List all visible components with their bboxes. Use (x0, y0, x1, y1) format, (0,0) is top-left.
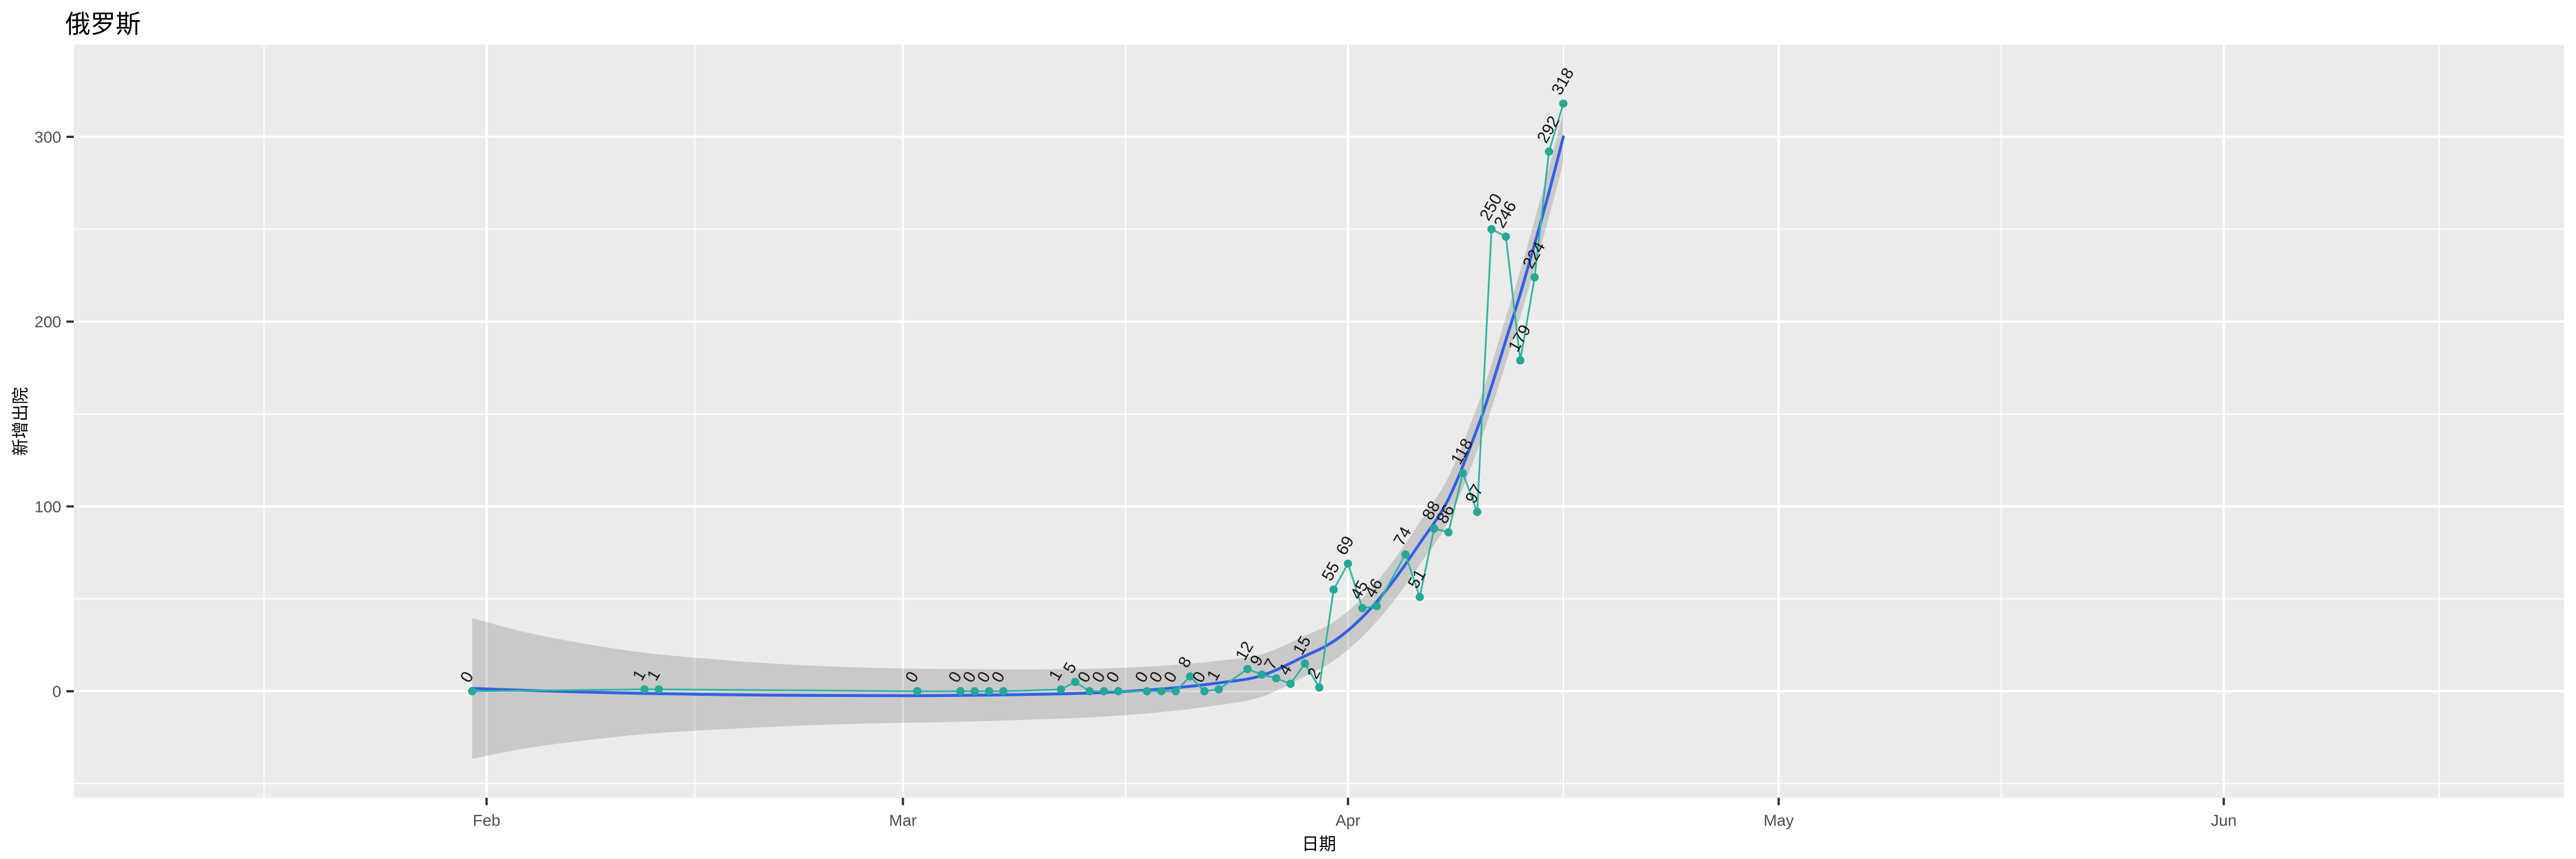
x-tick-label: Apr (1336, 811, 1361, 829)
data-point (1430, 524, 1439, 533)
x-tick-label: Jun (2211, 811, 2237, 829)
plot-title: 俄罗斯 (65, 10, 141, 38)
data-point (1200, 687, 1209, 696)
x-axis-title: 日期 (1302, 835, 1336, 854)
y-tick-label: 200 (34, 313, 61, 331)
y-tick-label: 100 (34, 498, 61, 515)
data-point (640, 685, 649, 693)
data-point (1315, 683, 1323, 692)
data-point (1114, 687, 1123, 696)
plot-panel (74, 45, 2564, 798)
data-points (468, 99, 1568, 696)
data-point (1100, 687, 1108, 696)
x-tick-label: Mar (889, 811, 916, 829)
data-point (468, 687, 477, 696)
data-point (1473, 507, 1481, 517)
data-point (999, 687, 1008, 696)
data-point (1372, 602, 1381, 610)
data-point (1056, 685, 1065, 693)
data-point (985, 687, 993, 696)
data-point (654, 685, 663, 693)
y-axis: 0 100 200 300 (34, 128, 74, 700)
data-point (970, 687, 979, 696)
x-tick-label: Feb (473, 811, 500, 829)
data-point (1258, 670, 1266, 679)
data-point (1171, 687, 1180, 696)
data-point (1559, 99, 1568, 108)
data-point (956, 687, 965, 696)
data-point (1502, 232, 1510, 241)
data-point (1243, 665, 1252, 673)
y-axis-title: 新增出院 (11, 387, 30, 456)
data-point (1344, 559, 1352, 568)
data-point (1358, 604, 1367, 612)
data-point (1401, 550, 1410, 559)
data-point (1530, 273, 1539, 282)
y-tick-label: 300 (34, 128, 61, 146)
data-point (1272, 674, 1281, 683)
data-point (1459, 469, 1467, 478)
data-point (1186, 672, 1195, 681)
data-point (1516, 356, 1524, 365)
x-axis: Feb Mar Apr May Jun (473, 798, 2237, 829)
smooth-curve (471, 135, 1565, 698)
y-tick-label: 0 (52, 683, 61, 700)
data-point (1214, 685, 1223, 693)
x-tick-label: May (1764, 811, 1794, 829)
confidence-ribbon (472, 111, 1563, 759)
ci-ribbon (472, 111, 1563, 759)
data-point (913, 687, 922, 696)
data-point (1329, 585, 1338, 594)
panel-background (74, 45, 2564, 798)
smooth-line (471, 135, 1565, 698)
data-point (1301, 659, 1309, 668)
data-point (1071, 677, 1080, 687)
minor-gridlines (74, 45, 2564, 798)
data-point (1415, 593, 1424, 601)
data-point (1444, 528, 1453, 537)
data-point (1487, 225, 1496, 234)
data-point (1143, 687, 1151, 696)
data-point (1286, 679, 1295, 688)
data-point (1544, 147, 1554, 156)
data-point (1085, 687, 1094, 696)
data-point (1157, 687, 1165, 696)
